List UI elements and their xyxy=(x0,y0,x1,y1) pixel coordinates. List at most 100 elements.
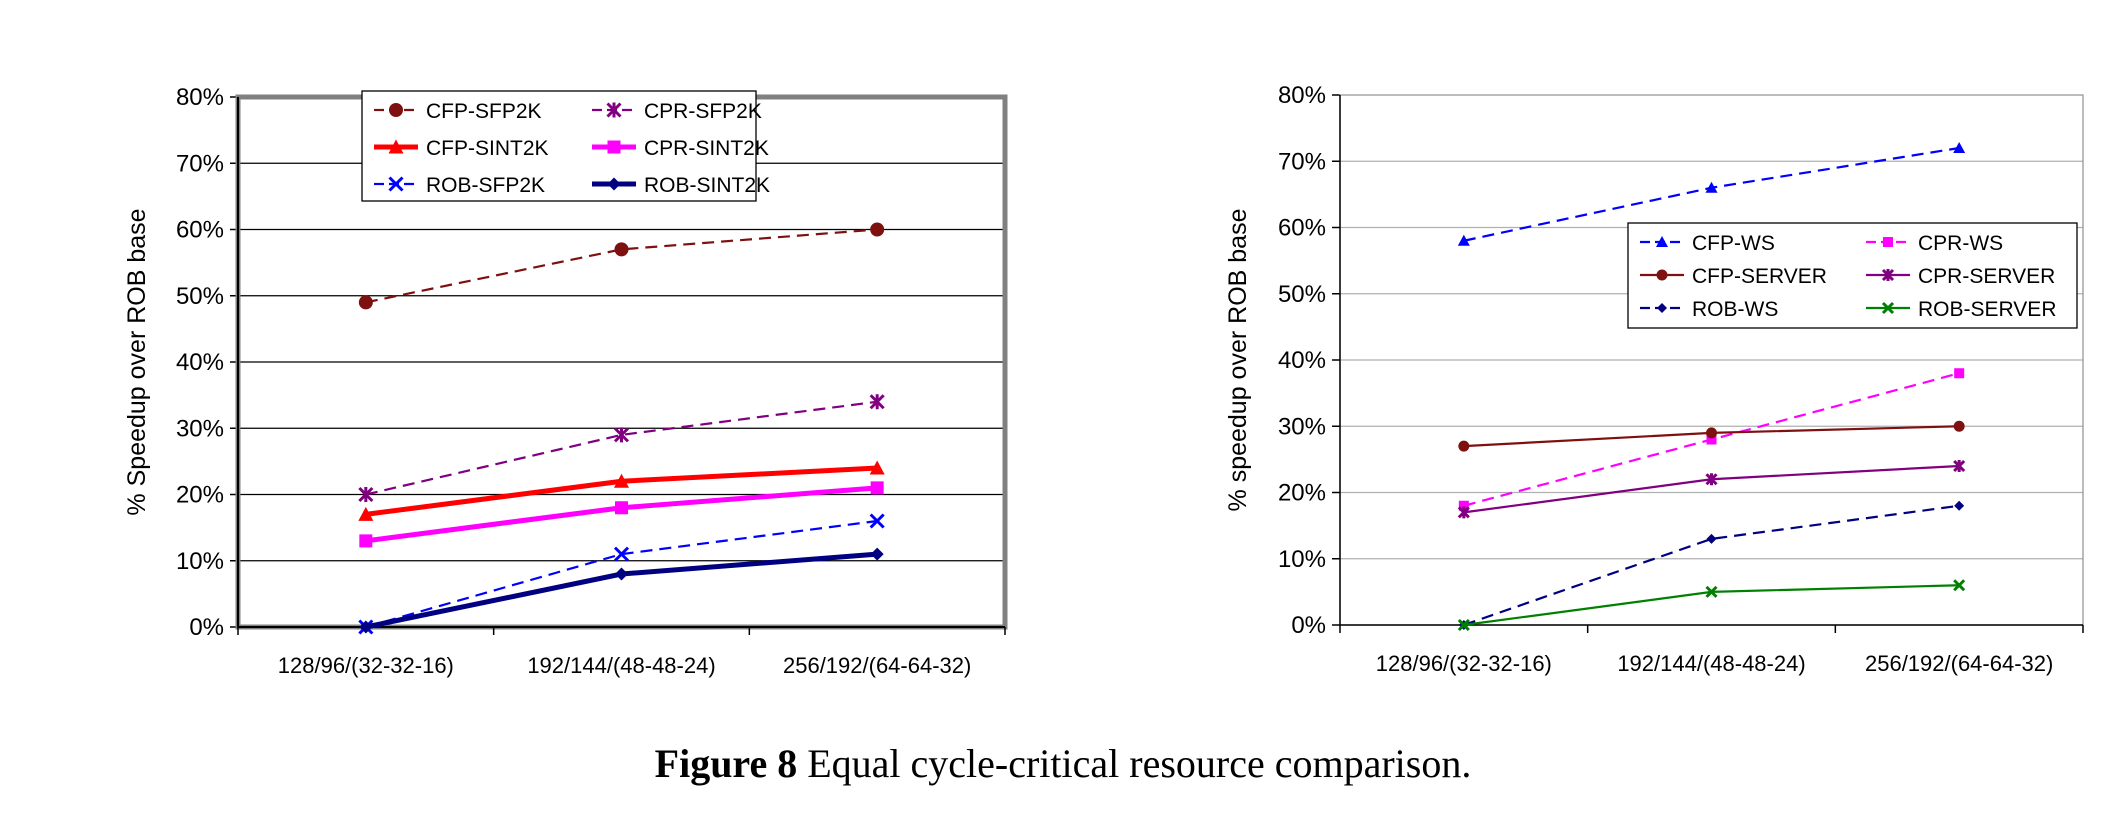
legend-marker xyxy=(607,140,621,154)
data-point xyxy=(1705,473,1718,486)
legend-label: CPR-WS xyxy=(1918,232,2003,255)
y-tick-label: 70% xyxy=(1278,148,1326,175)
data-point xyxy=(359,534,373,548)
series-cpr-sfp2k xyxy=(358,394,885,503)
legend-item-cfp-ws: CFP-WS xyxy=(1640,232,1775,255)
y-tick-label: 30% xyxy=(176,415,224,442)
series-cfp-sint2k xyxy=(358,460,885,521)
x-tick-label: 128/96/(32-32-16) xyxy=(278,653,454,678)
legend-label: CPR-SFP2K xyxy=(644,100,762,123)
legend-item-cpr-ws: CPR-WS xyxy=(1866,232,2003,255)
data-point xyxy=(869,394,885,410)
legend-label: CFP-SERVER xyxy=(1692,265,1827,288)
data-point xyxy=(869,513,885,529)
x-tick-label: 128/96/(32-32-16) xyxy=(1376,651,1552,676)
series-cfp-ws xyxy=(1457,142,1966,246)
legend: CFP-SFP2K CPR-SFP2K CFP-SINT2K CPR-SINT2K RO… xyxy=(361,90,770,202)
legend-item-rob-ws: ROB-WS xyxy=(1640,298,1778,321)
y-tick-label: 0% xyxy=(189,614,224,641)
figure-caption: Figure 8 Equal cycle-critical resource c… xyxy=(0,740,2126,787)
data-point xyxy=(1954,500,1965,511)
x-tick-label: 192/144/(48-48-24) xyxy=(1617,651,1805,676)
data-point xyxy=(358,486,374,503)
legend-label: ROB-WS xyxy=(1692,298,1778,321)
legend-marker xyxy=(388,139,404,154)
data-point xyxy=(1706,533,1717,544)
legend-marker xyxy=(389,103,403,117)
series-cpr-sint2k xyxy=(359,481,884,548)
series-cfp-sfp2k xyxy=(358,222,885,310)
data-point xyxy=(615,567,628,581)
data-point xyxy=(1705,585,1718,598)
data-point xyxy=(358,295,373,310)
chart-1: 0% 10% 20% 30% 40% 50% 60% 70% 80% 128/96/(32-32-… xyxy=(123,84,1008,678)
series-rob-sint2k xyxy=(359,547,884,634)
data-point xyxy=(870,222,885,237)
legend-marker xyxy=(388,176,404,192)
legend-label: CFP-WS xyxy=(1692,232,1775,255)
legend-marker xyxy=(1657,303,1667,313)
legend-item-cfp-sint2k: CFP-SINT2K xyxy=(374,137,549,160)
legend-label: ROB-SERVER xyxy=(1918,298,2056,321)
y-tick-label: 10% xyxy=(1278,546,1326,573)
legend-label: ROB-SFP2K xyxy=(426,174,545,197)
legend-marker xyxy=(1656,236,1668,247)
series-rob-server xyxy=(1457,579,1966,632)
data-point xyxy=(869,460,885,475)
legend-marker xyxy=(1881,301,1895,315)
data-point xyxy=(1706,434,1717,445)
x-tick-label: 256/192/(64-64-32) xyxy=(1865,651,2053,676)
figure-caption-text: Equal cycle-critical resource comparison… xyxy=(797,741,1472,786)
legend-item-cpr-sint2k: CPR-SINT2K xyxy=(592,137,769,160)
legend: CFP-WS CPR-WS CFP-SERVER CPR-SERVER ROB-WS RO… xyxy=(1627,222,2078,329)
data-point xyxy=(615,501,628,515)
x-tick-label: 192/144/(48-48-24) xyxy=(527,653,715,678)
series-line xyxy=(365,485,878,544)
data-point xyxy=(1953,420,1965,432)
series-line xyxy=(1463,504,1960,627)
legend-label: CFP-SINT2K xyxy=(426,137,549,160)
y-tick-label: 0% xyxy=(1291,612,1326,639)
x-tick-label: 256/192/(64-64-32) xyxy=(783,653,971,678)
legend-marker xyxy=(1883,237,1893,247)
series-line xyxy=(365,400,878,496)
figure-caption-label: Figure 8 xyxy=(654,741,798,786)
y-tick-label: 80% xyxy=(176,84,224,111)
chart-2: 0% 10% 20% 30% 40% 50% 60% 70% 80% 128/96/(32-32-… xyxy=(1224,82,2084,676)
data-point xyxy=(1705,181,1718,193)
data-point xyxy=(614,473,629,488)
y-tick-label: 10% xyxy=(176,548,224,575)
data-point xyxy=(1954,368,1965,379)
y-tick-label: 50% xyxy=(1278,281,1326,308)
legend-box xyxy=(361,90,757,202)
y-tick-label: 40% xyxy=(1278,347,1326,374)
series-rob-ws xyxy=(1458,500,1965,630)
legend-marker xyxy=(1656,269,1668,281)
data-point xyxy=(1457,618,1470,632)
legend-box xyxy=(1627,222,2078,329)
legend-label: CFP-SFP2K xyxy=(426,100,542,123)
legend-label: ROB-SINT2K xyxy=(644,174,770,197)
series-line xyxy=(365,228,878,304)
legend-marker xyxy=(606,102,622,118)
legend-item-cfp-sfp2k: CFP-SFP2K xyxy=(374,100,542,123)
data-point xyxy=(870,547,884,561)
data-point xyxy=(613,427,630,443)
data-point xyxy=(358,506,374,521)
legend-item-rob-server: ROB-SERVER xyxy=(1866,298,2056,321)
data-point xyxy=(613,546,630,562)
data-point xyxy=(1457,506,1470,519)
legend-item-cfp-server: CFP-SERVER xyxy=(1640,265,1827,288)
legend-item-rob-sint2k: ROB-SINT2K xyxy=(592,174,770,197)
data-point xyxy=(870,481,884,495)
legend-item-cpr-server: CPR-SERVER xyxy=(1866,265,2055,288)
y-tick-label: 60% xyxy=(1278,215,1326,242)
legend-marker xyxy=(607,177,621,191)
data-point xyxy=(1953,459,1966,473)
y-tick-label: 20% xyxy=(176,482,224,509)
y-tick-label: 30% xyxy=(1278,413,1326,440)
data-point xyxy=(1953,579,1966,592)
series-cpr-server xyxy=(1457,459,1966,519)
data-point xyxy=(359,620,373,634)
